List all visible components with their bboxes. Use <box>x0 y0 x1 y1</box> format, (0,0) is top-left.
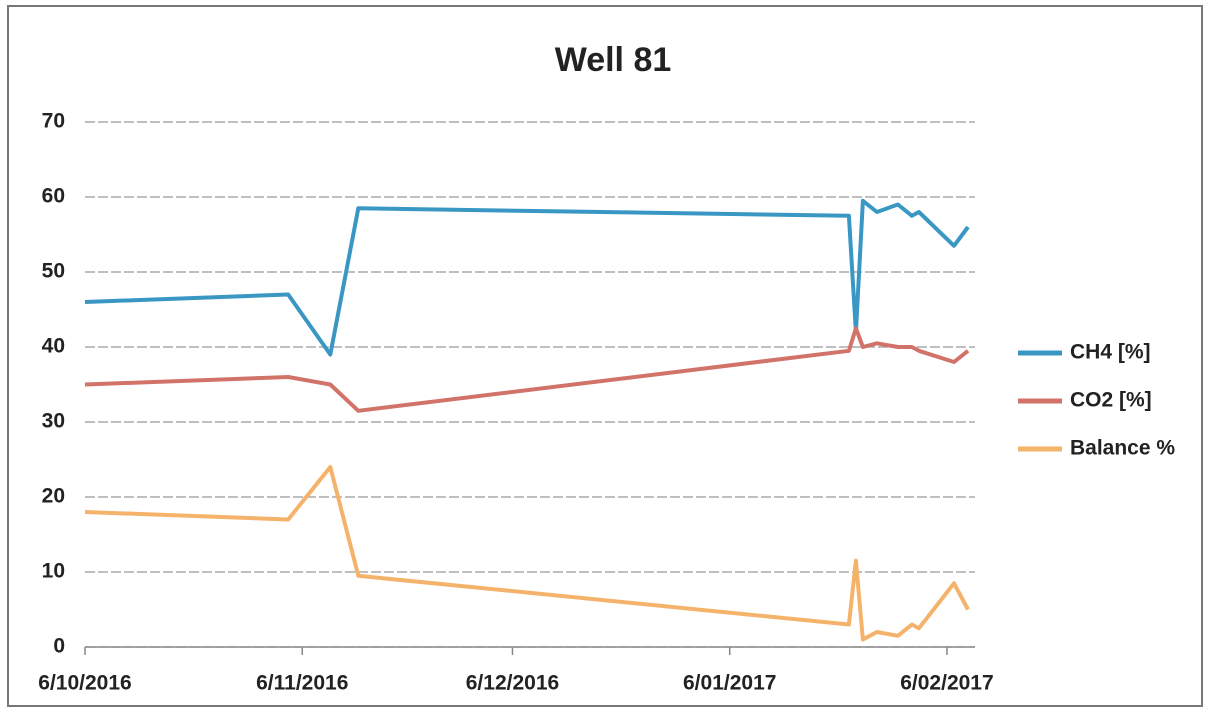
y-tick-label: 10 <box>42 560 65 583</box>
chart-title: Well 81 <box>555 41 672 79</box>
y-tick-label: 60 <box>42 185 65 208</box>
legend-label: Balance % <box>1070 437 1175 460</box>
x-tick-label: 6/02/2017 <box>900 672 993 695</box>
x-tick-label: 6/10/2016 <box>38 672 131 695</box>
legend-label: CH4 [%] <box>1070 341 1151 364</box>
y-tick-label: 20 <box>42 485 65 508</box>
y-tick-label: 30 <box>42 410 65 433</box>
y-tick-label: 70 <box>42 110 65 133</box>
x-tick-label: 6/12/2016 <box>466 672 559 695</box>
chart-border <box>7 5 1203 707</box>
y-tick-label: 0 <box>53 635 65 658</box>
x-tick-label: 6/11/2016 <box>256 672 348 695</box>
y-tick-label: 40 <box>42 335 65 358</box>
legend-label: CO2 [%] <box>1070 389 1152 412</box>
data-line <box>84 198 970 357</box>
y-tick-label: 50 <box>42 260 65 283</box>
x-tick-label: 6/01/2017 <box>683 672 776 695</box>
data-line <box>84 326 970 413</box>
data-line <box>84 465 970 642</box>
